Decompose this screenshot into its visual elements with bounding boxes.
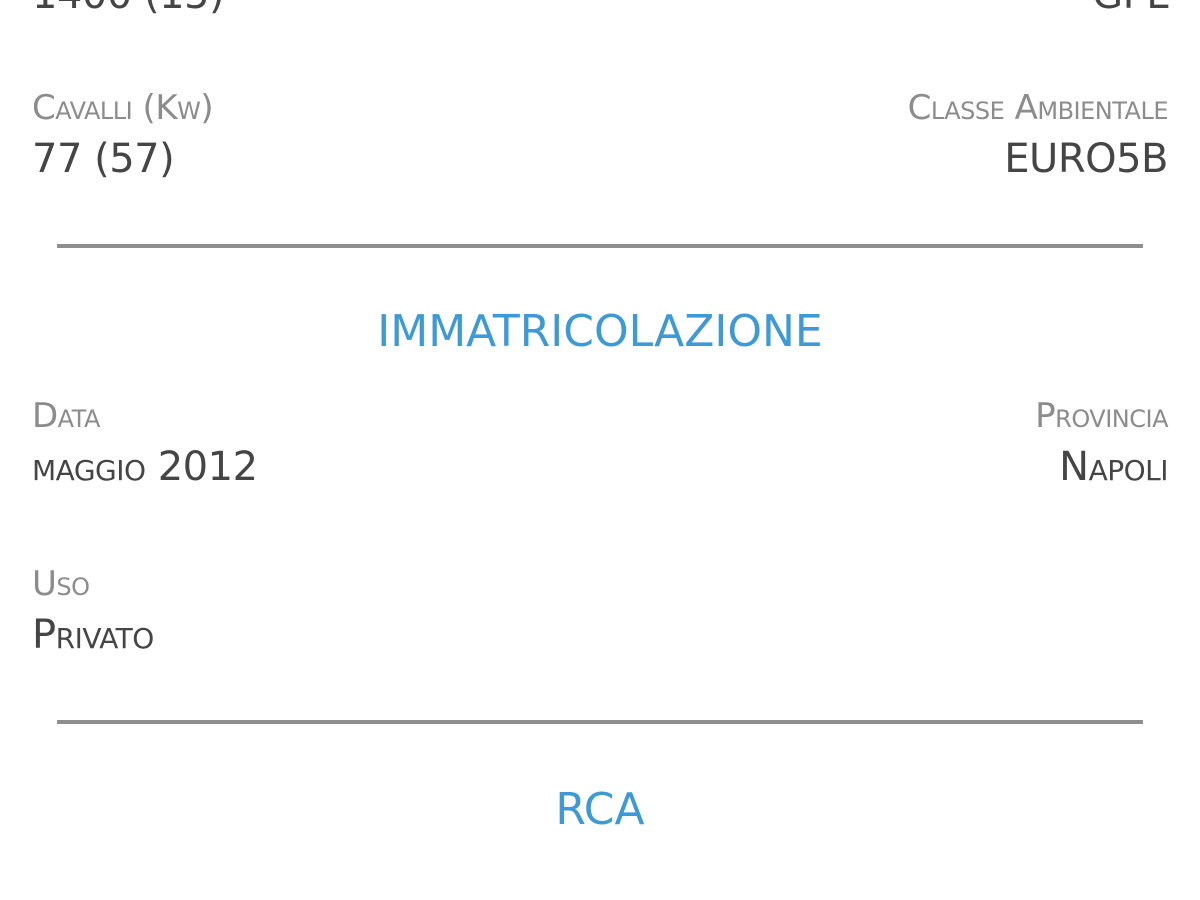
divider xyxy=(57,244,1143,248)
divider xyxy=(57,720,1143,724)
classe-ambientale-value: EURO5B xyxy=(1004,136,1168,182)
cavalli-label: Cavalli (Kw) xyxy=(32,88,214,128)
provincia-value: Napoli xyxy=(1059,444,1168,490)
cavalli-value: 77 (57) xyxy=(32,136,175,182)
classe-ambientale-label: Classe Ambientale xyxy=(907,88,1169,128)
provincia-label: Provincia xyxy=(1035,396,1168,436)
uso-value: Privato xyxy=(32,612,154,658)
cilindrata-value: 1400 (15) xyxy=(32,0,225,18)
uso-label: Uso xyxy=(32,564,90,604)
alimentazione-value: GPL xyxy=(1092,0,1168,18)
section-title-immatricolazione: IMMATRICOLAZIONE xyxy=(377,306,823,357)
section-title-rca: RCA xyxy=(555,784,645,835)
data-value: maggio 2012 xyxy=(32,444,258,490)
data-label: Data xyxy=(32,396,100,436)
